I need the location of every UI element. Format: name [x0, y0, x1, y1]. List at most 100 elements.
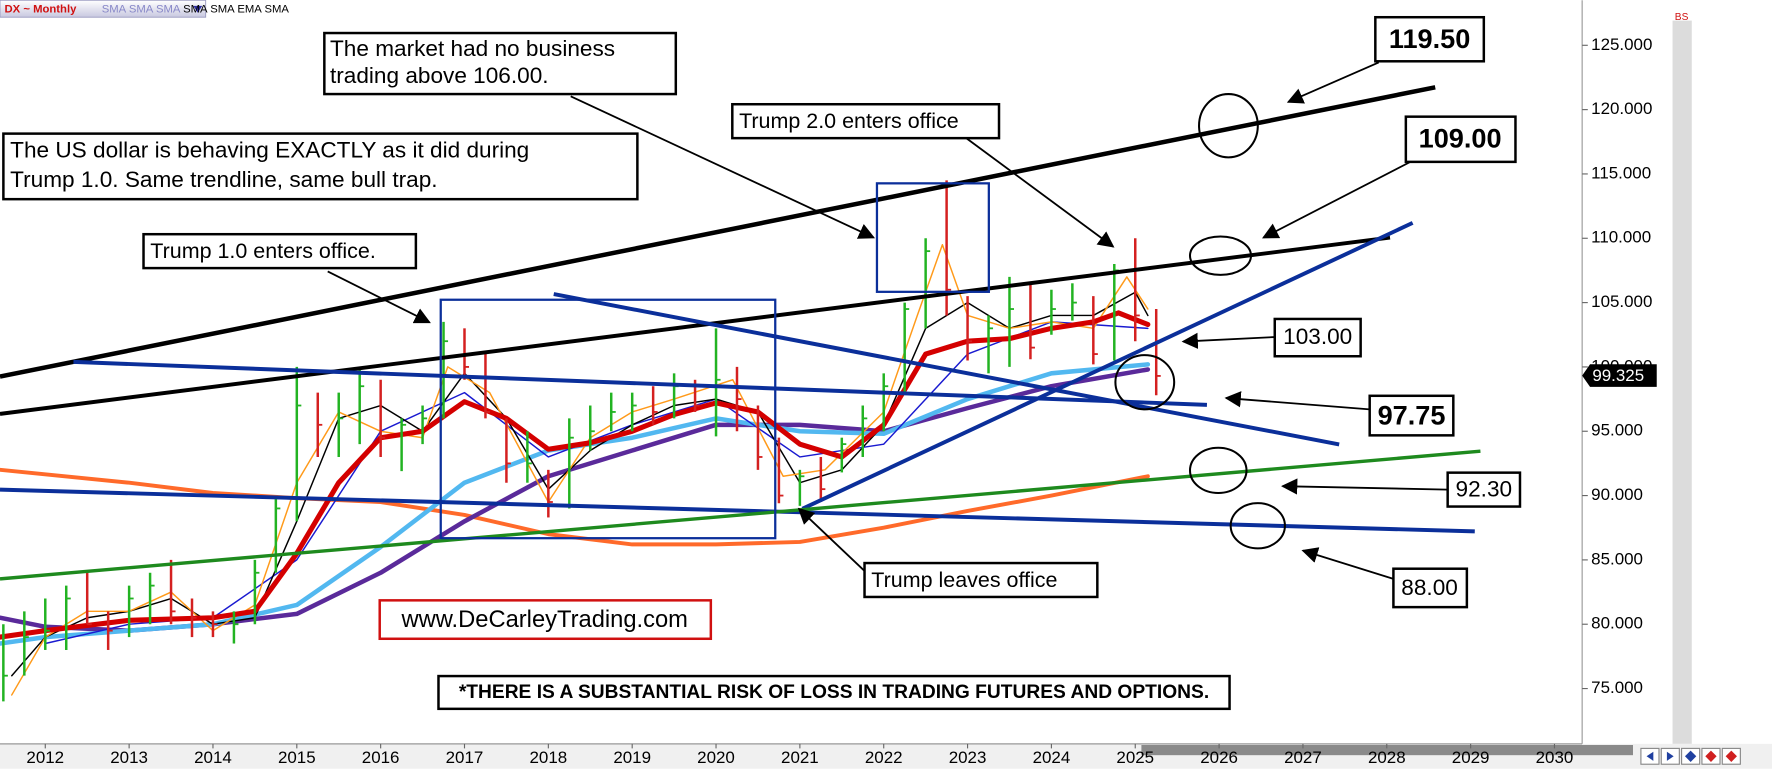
x-tick-label: 2016: [362, 748, 400, 767]
moving-average: [0, 310, 1151, 640]
nav-icon: [1666, 751, 1674, 761]
nav-icon: [1646, 751, 1654, 761]
level-label: 103.00: [1283, 324, 1352, 349]
circle: [1229, 502, 1286, 550]
trendline: [0, 235, 1391, 416]
circle: [1188, 235, 1253, 276]
arrow: [1181, 332, 1275, 349]
x-tick-label: 2012: [26, 748, 64, 767]
arrows: [327, 61, 1448, 580]
note-box: [731, 102, 1001, 140]
y-tick-label: 80.000: [1591, 614, 1643, 633]
y-tick-label: 105.000: [1591, 292, 1652, 311]
circles: [1114, 93, 1286, 550]
x-tick-label: 2019: [613, 748, 651, 767]
range-box: [439, 298, 777, 540]
website[interactable]: www.DeCarleyTrading.com: [400, 607, 687, 633]
circle: [1114, 354, 1176, 411]
trendlines: [0, 85, 1481, 581]
x-tick-label: 2029: [1452, 748, 1490, 767]
note-text: Trump 1.0. Same trendline, same bull tra…: [10, 167, 437, 192]
level-label: 119.50: [1389, 23, 1470, 54]
level-box: [1392, 567, 1469, 609]
x-tick-label: 2027: [1284, 748, 1322, 767]
indicator-label: SMA: [183, 3, 208, 15]
indicator-label: SMA: [102, 3, 127, 15]
y-tick-label: 115.000: [1591, 163, 1651, 182]
note-box: [2, 132, 639, 201]
note-text: trading above 106.00.: [330, 63, 549, 88]
buy-sell-button[interactable]: BS: [1675, 12, 1689, 23]
arrow: [327, 270, 431, 324]
trendline: [553, 292, 1340, 447]
range-box: [875, 182, 990, 293]
header: DX ~ Monthly SMA SMA SMA SMA SMA EMA SMA BS: [0, 0, 1689, 23]
arrow: [570, 95, 876, 239]
note-text: Trump 2.0 enters office: [739, 109, 959, 133]
x-tick-label: 2025: [1116, 748, 1154, 767]
x-tick-label: 2017: [446, 748, 484, 767]
level-label: 92.30: [1456, 477, 1513, 502]
trendline: [801, 221, 1414, 511]
y-tick-label: 85.000: [1591, 549, 1643, 568]
y-tick-label: 110.000: [1591, 228, 1651, 247]
y-tick-label: 95.000: [1591, 421, 1643, 440]
x-tick-label: 2013: [110, 748, 148, 767]
indicator-label: SMA: [264, 3, 289, 15]
x-tick-label: 2024: [1033, 748, 1071, 767]
note-text: Trump 1.0 enters office.: [150, 239, 376, 263]
arrow: [1301, 547, 1394, 580]
note-box: [323, 31, 678, 96]
x-tick-label: 2020: [697, 748, 735, 767]
last-price-label: 99.325: [1592, 366, 1644, 385]
arrow: [1224, 391, 1370, 411]
axes: 2012 2013 2014 2015 2016 2017 2018 2019 2020 2021…: [26, 35, 1657, 767]
level-box: [1446, 471, 1522, 508]
level-label: 97.75: [1378, 399, 1446, 430]
indicator-label: SMA: [210, 3, 235, 15]
trendline: [0, 449, 1481, 581]
dropdown[interactable]: [193, 5, 203, 13]
website-box: [378, 599, 713, 641]
arrow: [965, 137, 1115, 248]
arrow: [1281, 478, 1448, 495]
indicator-label: EMA: [237, 3, 262, 15]
arrow: [797, 507, 866, 572]
symbol-title[interactable]: DX ~ Monthly: [5, 3, 78, 15]
x-tick-label: 2026: [1200, 748, 1238, 767]
annotations: The market had no business trading above…: [2, 15, 1522, 711]
future-region: [1141, 745, 1633, 756]
level-box: [1273, 317, 1362, 358]
symbol-widget[interactable]: [0, 0, 207, 18]
trendline: [73, 359, 1208, 407]
x-tick-label: 2014: [194, 748, 232, 767]
y-tick-label: 75.000: [1591, 678, 1643, 697]
nav-icon: [1705, 750, 1717, 762]
scrollbar[interactable]: [1672, 20, 1692, 744]
level-label: 109.00: [1419, 123, 1502, 154]
level-box: [1368, 394, 1455, 437]
note-text: The market had no business: [330, 36, 615, 61]
note-text: Trump leaves office: [871, 568, 1057, 592]
y-tick-label: 120.000: [1591, 99, 1652, 118]
indicator-label: SMA: [129, 3, 154, 15]
circle: [1198, 93, 1259, 159]
x-tick-label: 2022: [865, 748, 903, 767]
x-tick-label: 2023: [949, 748, 987, 767]
arrow: [1286, 61, 1380, 104]
circle: [1188, 446, 1248, 495]
level-label: 88.00: [1401, 575, 1458, 600]
nav-buttons: [1640, 747, 1741, 765]
last-price-marker: [1582, 364, 1657, 387]
x-tick-label: 2028: [1368, 748, 1406, 767]
x-tick-label: 2021: [781, 748, 819, 767]
x-tick-label: 2018: [529, 748, 567, 767]
x-tick-label: 2030: [1536, 748, 1574, 767]
disclaimer: *THERE IS A SUBSTANTIAL RISK OF LOSS IN …: [459, 682, 1209, 703]
disclaimer-box: [437, 674, 1231, 711]
y-tick-label: 125.000: [1591, 35, 1652, 54]
trendline: [0, 487, 1475, 534]
x-tick-label: 2015: [278, 748, 316, 767]
series-layer: [0, 180, 1161, 702]
